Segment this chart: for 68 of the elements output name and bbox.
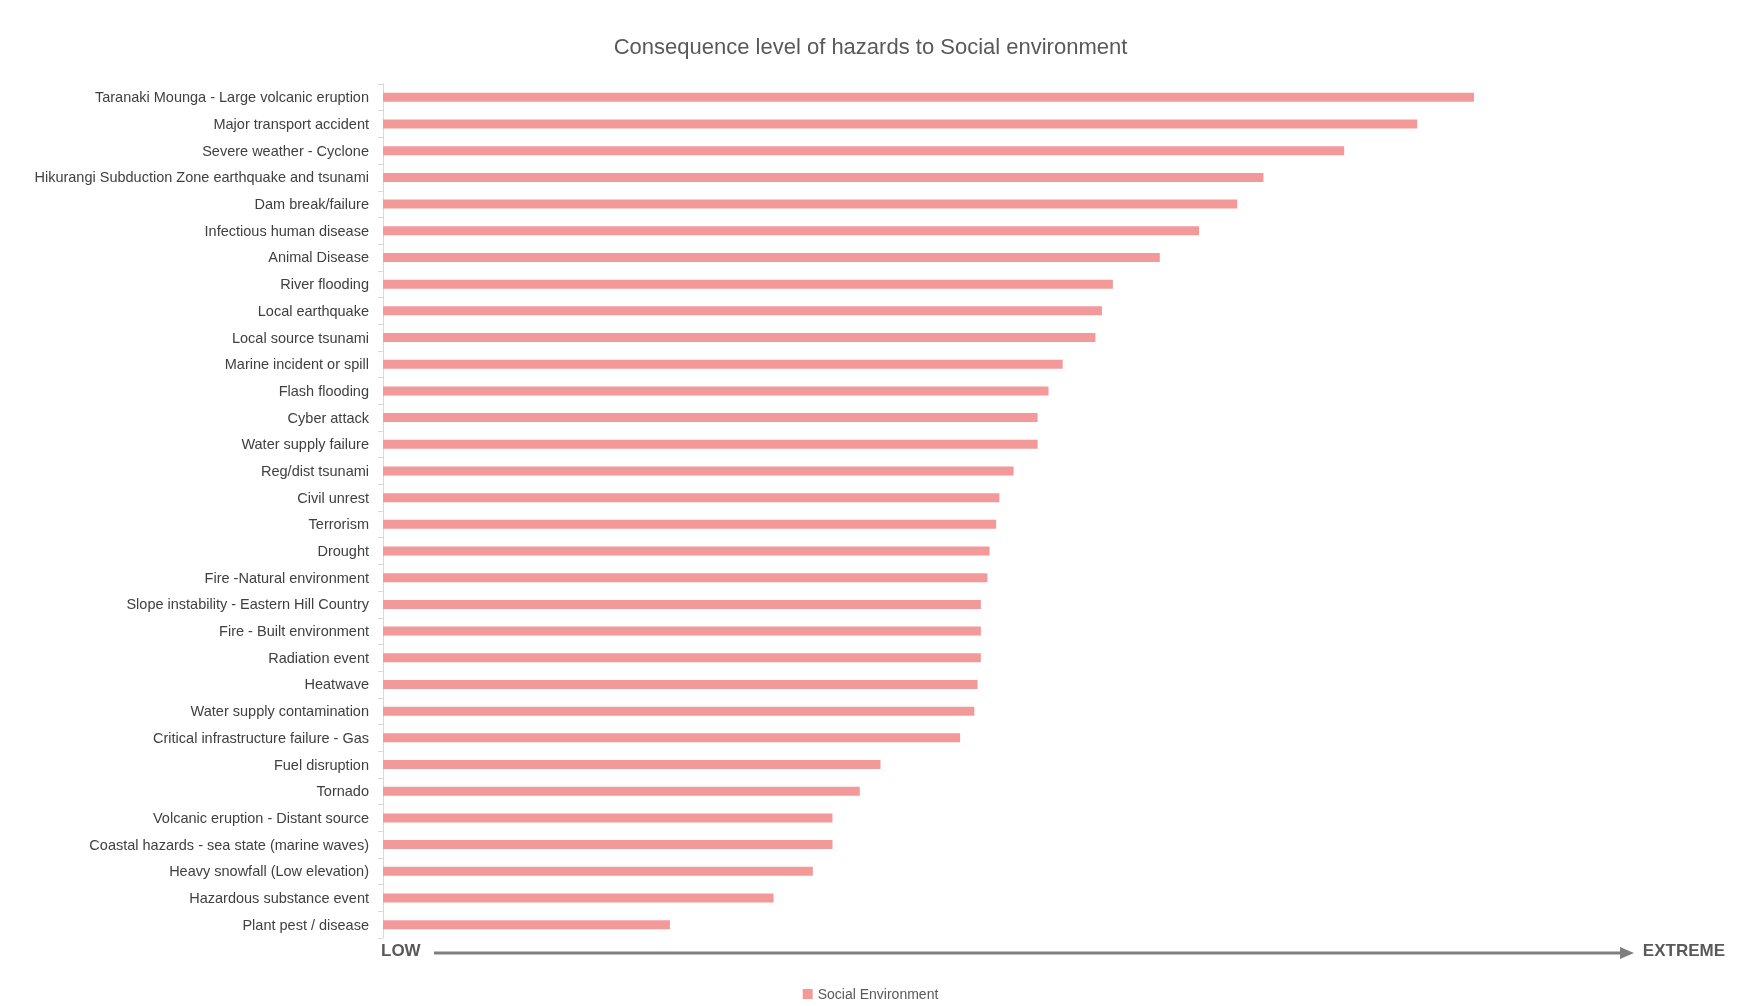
y-tick-label: Water supply contamination: [190, 703, 369, 720]
bar: [383, 359, 1063, 369]
bar: [383, 893, 774, 903]
bar: [383, 226, 1200, 236]
y-tick-label: Major transport accident: [213, 116, 369, 133]
legend-label: Social Environment: [817, 986, 939, 1002]
bar: [383, 493, 1000, 503]
y-tick-label: Hikurangi Subduction Zone earthquake and tsunami: [34, 169, 369, 186]
y-tick-label: Water supply failure: [241, 436, 369, 453]
bar: [383, 92, 1474, 102]
chart-title: Consequence level of hazards to Social environment: [613, 33, 1128, 59]
y-tick-label: Dam break/failure: [254, 196, 369, 213]
y-tick-label: Marine incident or spill: [224, 356, 369, 373]
bar: [383, 840, 833, 850]
bar: [383, 519, 997, 529]
bar: [383, 199, 1238, 209]
y-tick-label: Plant pest / disease: [242, 916, 369, 933]
bar: [383, 573, 988, 583]
y-tick-label: Cyber attack: [287, 409, 370, 426]
y-tick-label: Coastal hazards - sea state (marine waves): [89, 836, 369, 853]
bar: [383, 252, 1160, 262]
bar: [383, 172, 1264, 182]
y-tick-label: River flooding: [280, 276, 369, 293]
bar: [383, 813, 833, 823]
bar: [383, 866, 813, 876]
y-tick-label: Volcanic eruption - Distant source: [153, 809, 369, 826]
y-tick-label: Slope instability - Eastern Hill Country: [126, 596, 370, 613]
y-tick-label: Tornado: [316, 783, 369, 800]
bar: [383, 760, 881, 770]
y-tick-label: Reg/dist tsunami: [261, 462, 369, 479]
bar: [383, 546, 990, 556]
bar: [383, 386, 1049, 396]
bar: [383, 653, 981, 663]
y-tick-label: Civil unrest: [297, 489, 369, 506]
bar: [383, 413, 1038, 423]
bar: [383, 333, 1096, 343]
bar: [383, 679, 978, 689]
y-tick-label: Radiation event: [268, 649, 369, 666]
bar: [383, 146, 1345, 156]
y-tick-label: Local source tsunami: [231, 329, 369, 346]
bar: [383, 599, 981, 609]
bar: [383, 626, 981, 636]
y-tick-label: Local earthquake: [257, 302, 369, 319]
bar: [383, 279, 1113, 289]
text: LOW: [381, 941, 422, 960]
bar: [383, 439, 1038, 449]
bar: [383, 920, 670, 930]
bar: [383, 466, 1014, 476]
y-tick-label: Severe weather - Cyclone: [202, 142, 369, 159]
y-tick-label: Hazardous substance event: [189, 889, 369, 906]
bar: [383, 733, 961, 743]
y-tick-label: Taranaki Mounga - Large volcanic eruption: [94, 89, 369, 106]
y-tick-label: Infectious human disease: [204, 222, 369, 239]
bar: [383, 786, 860, 796]
y-tick-label: Critical infrastructure failure - Gas: [153, 729, 369, 746]
y-tick-label: Drought: [317, 543, 369, 560]
y-tick-label: Heavy snowfall (Low elevation): [169, 863, 369, 880]
bar: [383, 119, 1418, 129]
bar: [383, 706, 975, 716]
y-tick-label: Fire -Natural environment: [204, 569, 369, 586]
y-tick-label: Terrorism: [308, 516, 369, 533]
y-tick-label: Animal Disease: [268, 249, 369, 266]
bar: [383, 306, 1102, 316]
y-tick-label: Fire - Built environment: [219, 623, 369, 640]
text: EXTREME: [1642, 941, 1726, 960]
y-tick-label: Heatwave: [304, 676, 369, 693]
y-tick-label: Flash flooding: [278, 382, 369, 399]
y-tick-label: Fuel disruption: [273, 756, 369, 773]
